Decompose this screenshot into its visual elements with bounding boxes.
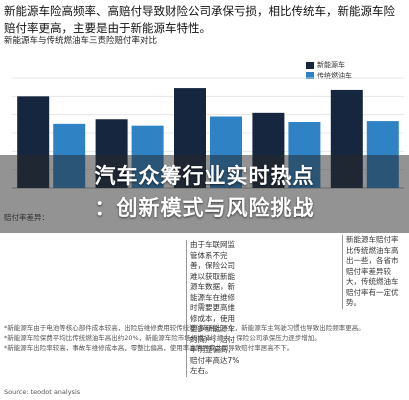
legend-label-new-energy: 新能源车 (317, 61, 345, 69)
callout-note-2: 新能源车赔付率比传统燃油车高出一些，各省市赔付率差异较大，传统燃油车赔付率有一定… (342, 235, 404, 309)
headline-overlay (0, 155, 409, 233)
legend-label-fuel: 传统燃油车 (317, 71, 352, 80)
source-line: Source: teodot analysis (4, 388, 81, 396)
intro-paragraph: 新能源车险高频率、高赔付导致财险公司承保亏损，相比传统车，新能源车险赔付率更高，… (4, 4, 395, 35)
headline: 汽车众筹行业实时热点 ：创新模式与风险挑战 (0, 160, 409, 224)
chart-caption: 新能源车与传统燃油车三责险赔付率对比 (4, 36, 158, 46)
headline-line-2: ：创新模式与风险挑战 (94, 196, 315, 220)
legend-swatch-new-energy (306, 61, 314, 69)
chart-legend: 新能源车 传统燃油车 (306, 60, 409, 81)
footnote: *新能源车由于电池等核心部件成本较高，出险后维修费用较传统燃油车高出不少，新能源… (4, 323, 404, 353)
legend-item-new-energy: 新能源车 (306, 60, 345, 70)
legend-item-fuel: 传统燃油车 (306, 71, 352, 81)
legend-swatch-fuel (306, 72, 314, 79)
footnote-line-3: *新能源车出险率较高，事故车维修成本高，零整比偏高，使用率高等因素共同导致赔付率… (4, 344, 294, 352)
footnote-line-1: *新能源车由于电池等核心部件成本较高，出险后维修费用较传统燃油车高出不少，新能源… (4, 324, 365, 332)
headline-line-1: 汽车众筹行业实时热点 (94, 164, 315, 188)
footnote-line-2: *新能源车险保费平均比传统燃油车高出约20%，新能源车险市场规模持续扩大，保险公… (4, 334, 321, 342)
callout-note-1: 由于车联网监管体系不完善，保险公司难以获取新能源车数据，新能源车在维修时需要更高… (186, 240, 242, 377)
